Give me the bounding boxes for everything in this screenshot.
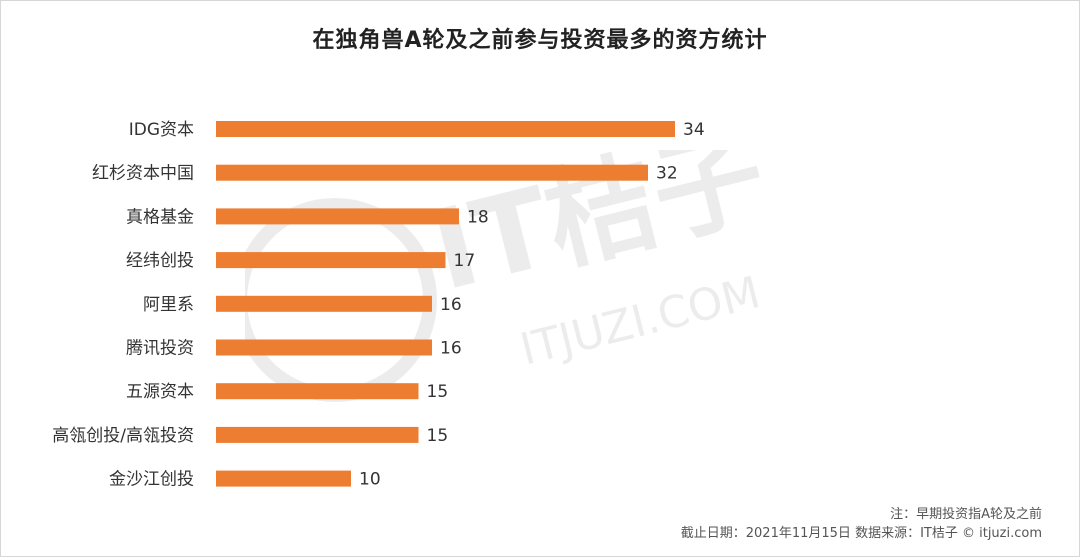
bar — [216, 208, 459, 225]
value-label: 16 — [440, 339, 462, 359]
category-label: 真格基金 — [126, 207, 194, 227]
bar — [216, 252, 446, 269]
footnote: 注：早期投资指A轮及之前 — [890, 507, 1042, 522]
category-label: 经纬创投 — [126, 251, 194, 271]
category-label: 金沙江创投 — [109, 470, 194, 490]
value-label: 16 — [440, 295, 462, 315]
chart-title: 在独角兽A轮及之前参与投资最多的资方统计 — [312, 28, 768, 53]
value-label: 32 — [656, 164, 678, 184]
category-label: IDG资本 — [129, 120, 194, 140]
bar — [216, 295, 432, 312]
source-line: 截止日期：2021年11月15日 数据来源：IT桔子 © itjuzi.com — [680, 526, 1042, 541]
bar — [216, 383, 419, 400]
value-label: 34 — [683, 120, 705, 140]
category-label: 五源资本 — [126, 382, 194, 402]
value-label: 18 — [467, 207, 489, 227]
bar — [216, 339, 432, 356]
category-label: 阿里系 — [143, 295, 194, 315]
category-label: 红杉资本中国 — [92, 164, 194, 184]
value-labels: 34 32 18 17 16 16 15 15 10 — [359, 120, 705, 490]
category-labels: IDG资本红杉资本中国真格基金经纬创投阿里系腾讯投资五源资本高瓴创投/高瓴投资金… — [52, 120, 194, 490]
bar — [216, 121, 675, 137]
category-label: 高瓴创投/高瓴投资 — [52, 426, 194, 446]
bar — [216, 426, 419, 443]
bar — [216, 470, 351, 487]
bars — [216, 121, 675, 487]
value-label: 10 — [359, 470, 381, 490]
value-label: 15 — [427, 426, 449, 446]
category-label: 腾讯投资 — [126, 339, 194, 359]
value-label: 17 — [454, 251, 476, 271]
value-label: 15 — [427, 382, 449, 402]
bar — [216, 164, 648, 181]
